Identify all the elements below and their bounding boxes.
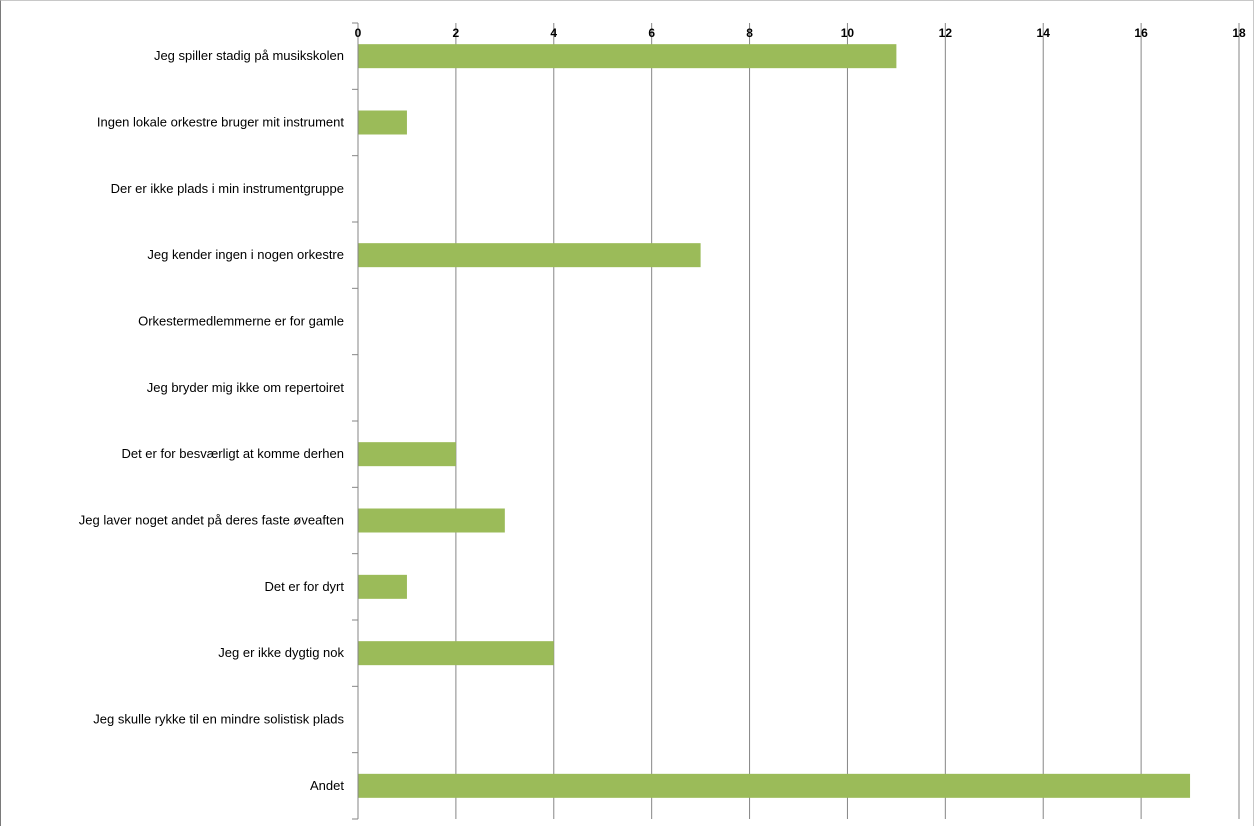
x-tick-label: 10 <box>841 26 855 40</box>
x-tick-label: 16 <box>1134 26 1148 40</box>
category-label: Orkestermedlemmerne er for gamle <box>138 314 344 329</box>
bar-6 <box>358 442 456 467</box>
category-label: Jeg spiller stadig på musikskolen <box>154 48 344 63</box>
category-label: Der er ikke plads i min instrumentgruppe <box>111 181 344 196</box>
bar-1 <box>358 110 407 135</box>
bar-11 <box>358 773 1191 798</box>
category-label: Jeg skulle rykke til en mindre solistisk… <box>93 712 344 727</box>
gridlines <box>455 23 1240 819</box>
category-label: Jeg kender ingen i nogen orkestre <box>147 247 344 262</box>
x-tick-label: 0 <box>355 26 362 40</box>
category-label: Det er for besværligt at komme derhen <box>121 446 344 461</box>
x-tick-label: 14 <box>1037 26 1051 40</box>
bars <box>358 44 1191 798</box>
bar-7 <box>358 508 505 533</box>
bar-0 <box>358 44 897 69</box>
x-tick-label: 12 <box>939 26 953 40</box>
x-tick-label: 4 <box>550 26 557 40</box>
value-axis-ticks: 0 2 4 6 8 10 12 14 16 18 <box>355 26 1246 40</box>
category-label: Jeg laver noget andet på deres faste øve… <box>79 513 344 528</box>
bar-9 <box>358 641 554 666</box>
category-labels: Jeg spiller stadig på musikskolen Ingen l… <box>79 48 345 793</box>
bar-8 <box>358 574 407 599</box>
bar-3 <box>358 243 701 268</box>
x-tick-label: 2 <box>453 26 460 40</box>
category-label: Jeg er ikke dygtig nok <box>218 645 344 660</box>
x-tick-label: 18 <box>1232 26 1246 40</box>
x-tick-label: 8 <box>746 26 753 40</box>
category-label: Ingen lokale orkestre bruger mit instrum… <box>97 115 345 130</box>
category-label: Andet <box>310 778 344 793</box>
category-axis <box>352 22 359 820</box>
category-label: Det er for dyrt <box>265 579 345 594</box>
category-label: Jeg bryder mig ikke om repertoiret <box>147 380 345 395</box>
x-tick-label: 6 <box>648 26 655 40</box>
